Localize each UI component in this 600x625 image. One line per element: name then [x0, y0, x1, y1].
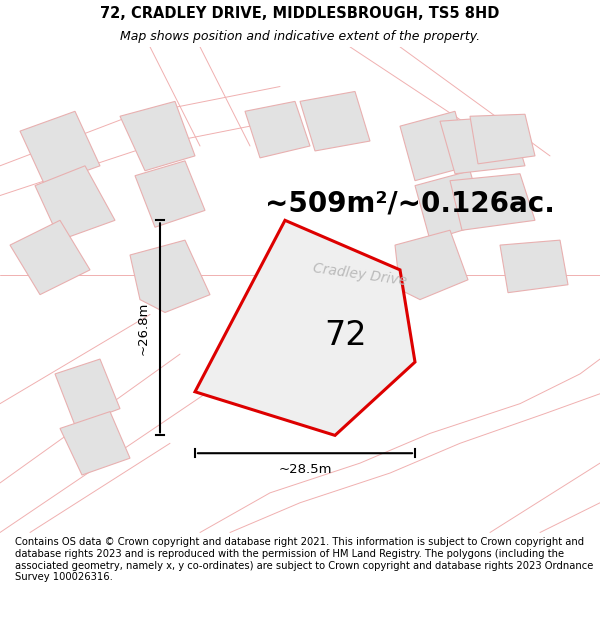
Text: ~26.8m: ~26.8m — [137, 301, 150, 354]
Polygon shape — [440, 116, 525, 174]
Polygon shape — [470, 114, 535, 164]
Polygon shape — [235, 260, 385, 399]
Text: Cradley Drive: Cradley Drive — [312, 261, 408, 288]
Polygon shape — [245, 101, 310, 158]
Polygon shape — [395, 230, 468, 299]
Polygon shape — [10, 220, 90, 294]
Polygon shape — [415, 171, 485, 240]
Polygon shape — [35, 166, 115, 240]
Polygon shape — [450, 174, 535, 230]
Polygon shape — [120, 101, 195, 171]
Polygon shape — [60, 412, 130, 475]
Text: ~28.5m: ~28.5m — [278, 463, 332, 476]
Polygon shape — [20, 111, 100, 186]
Polygon shape — [195, 220, 415, 436]
Text: Map shows position and indicative extent of the property.: Map shows position and indicative extent… — [120, 30, 480, 43]
Text: ~509m²/~0.126ac.: ~509m²/~0.126ac. — [265, 189, 555, 218]
Text: 72, CRADLEY DRIVE, MIDDLESBROUGH, TS5 8HD: 72, CRADLEY DRIVE, MIDDLESBROUGH, TS5 8H… — [100, 6, 500, 21]
Text: 72: 72 — [325, 319, 367, 352]
Text: Contains OS data © Crown copyright and database right 2021. This information is : Contains OS data © Crown copyright and d… — [15, 538, 593, 582]
Polygon shape — [400, 111, 470, 181]
Polygon shape — [135, 161, 205, 228]
Polygon shape — [500, 240, 568, 292]
Polygon shape — [130, 240, 210, 312]
Polygon shape — [300, 91, 370, 151]
Polygon shape — [55, 359, 120, 426]
